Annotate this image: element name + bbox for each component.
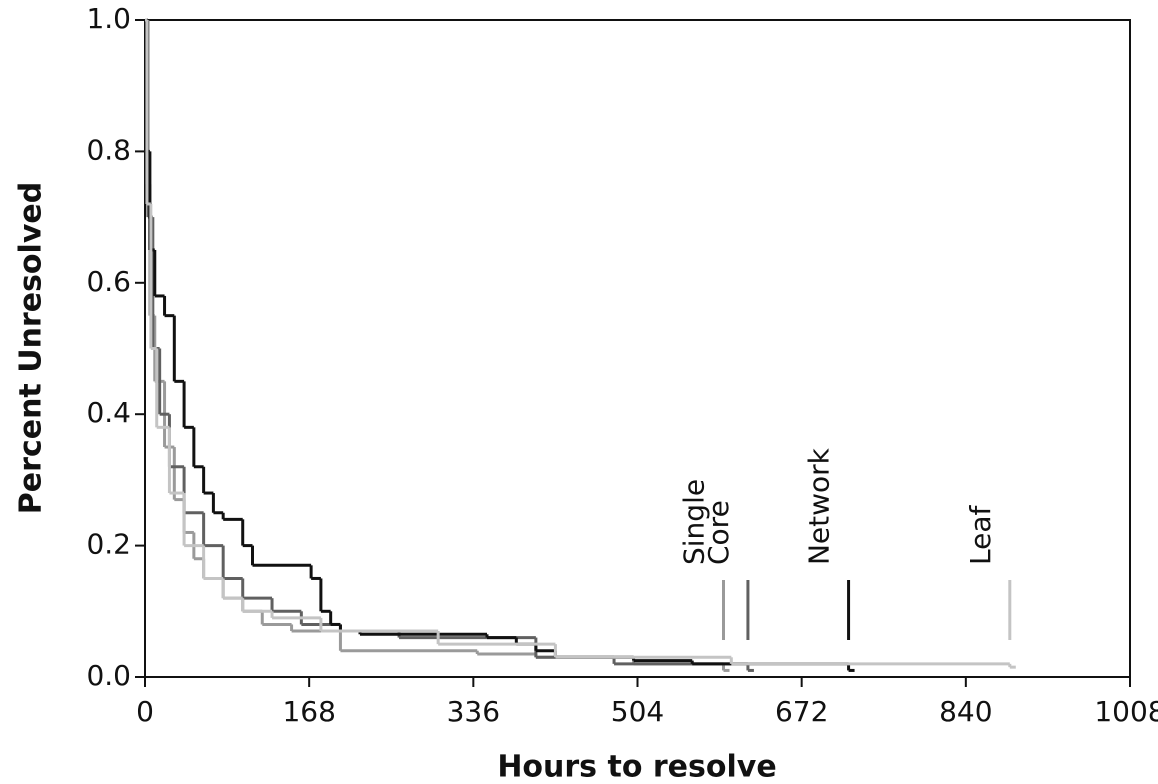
y-tick-label: 1.0 (86, 2, 131, 35)
series-label: Single (677, 479, 710, 565)
x-tick-label: 0 (136, 695, 154, 728)
y-tick-label: 0.4 (86, 396, 131, 429)
x-tick-label: 1008 (1094, 695, 1158, 728)
x-axis-label: Hours to resolve (497, 750, 776, 784)
y-axis-label: Percent Unresolved (14, 182, 49, 514)
y-tick-label: 0.2 (86, 528, 131, 561)
y-tick-label: 0.6 (86, 265, 131, 298)
y-tick-label: 0.8 (86, 133, 131, 166)
x-tick-label: 504 (611, 695, 664, 728)
x-tick-label: 672 (775, 695, 828, 728)
x-tick-label: 168 (282, 695, 335, 728)
plot-frame (144, 19, 1131, 678)
y-tick-label: 0.0 (86, 659, 131, 692)
series-label: Leaf (964, 505, 997, 565)
series-label: Core (702, 500, 735, 565)
x-tick-label: 336 (447, 695, 500, 728)
x-tick-label: 840 (939, 695, 992, 728)
series-label: Network (803, 447, 836, 565)
